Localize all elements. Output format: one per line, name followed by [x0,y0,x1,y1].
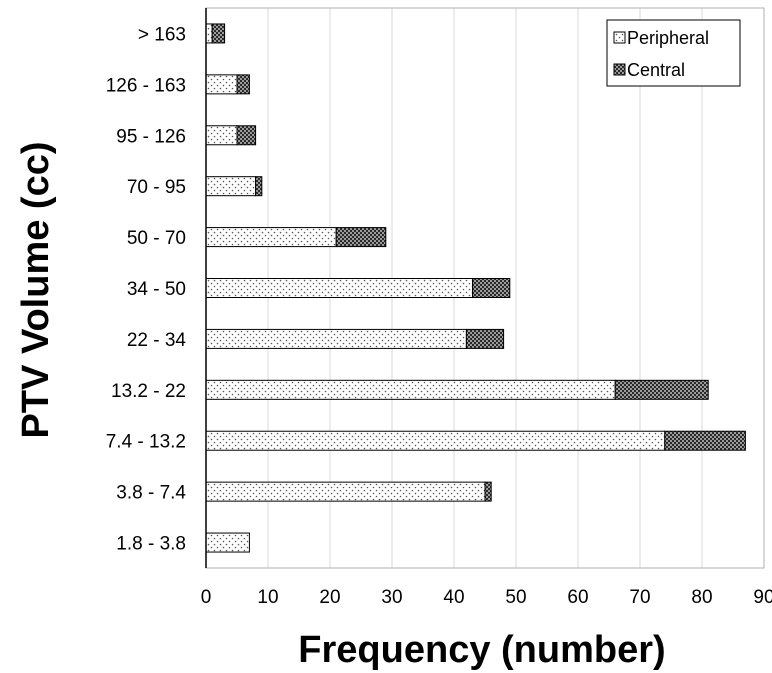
y-tick-label: 13.2 - 22 [111,381,186,402]
legend-label-central: Central [627,60,685,80]
x-tick-label: 10 [257,587,278,608]
x-tick-label: 30 [381,587,402,608]
y-axis-title: PTV Volume (cc) [15,141,57,438]
bar-peripheral [205,74,238,95]
y-tick-label: 70 - 95 [127,177,186,198]
y-tick-label: 95 - 126 [116,126,186,147]
bar-peripheral [205,176,257,197]
x-tick-labels: 0 10 20 30 40 50 60 70 80 90 [201,587,772,608]
y-tick-label: > 163 [138,24,186,45]
y-tick-label: 1.8 - 3.8 [116,534,186,555]
legend-swatch-peripheral [613,31,626,44]
bars [205,23,746,553]
legend-swatch-central [613,63,626,76]
bar-central [255,176,263,197]
x-tick-label: 60 [567,587,588,608]
bar-peripheral [205,328,467,349]
bar-central [236,125,257,146]
x-tick-label: 40 [443,587,464,608]
bar-central [664,430,746,451]
y-tick-label: 50 - 70 [127,228,186,249]
legend-label-peripheral: Peripheral [627,28,709,48]
x-tick-label: 50 [505,587,526,608]
bar-peripheral [205,379,616,400]
x-tick-label: 70 [629,587,650,608]
x-tick-label: 90 [753,587,772,608]
x-axis-title: Frequency (number) [298,629,665,671]
bar-peripheral [205,481,486,502]
y-tick-label: 34 - 50 [127,279,186,300]
bar-central [472,278,511,298]
bar-peripheral [205,532,250,553]
y-tick-label: 7.4 - 13.2 [106,432,186,453]
x-tick-label: 20 [319,587,340,608]
x-tick-label: 0 [201,587,212,608]
bar-central [236,74,250,95]
bar-central [614,379,709,400]
bar-central [211,23,226,44]
bar-peripheral [205,227,337,248]
bar-peripheral [205,430,666,451]
legend: Peripheral Central [606,19,741,87]
bar-central [465,328,505,349]
bar-central [335,227,387,248]
bar-peripheral [205,23,213,44]
bar-peripheral [205,125,238,146]
legend-box [606,19,741,87]
x-tick-label: 80 [691,587,712,608]
bar-peripheral [205,278,474,298]
y-tick-labels: 1.8 - 3.8 3.8 - 7.4 7.4 - 13.2 13.2 - 22 22 … [106,24,187,554]
y-tick-label: 126 - 163 [106,75,186,96]
y-tick-label: 22 - 34 [127,330,187,351]
bar-central [484,481,492,502]
y-tick-label: 3.8 - 7.4 [116,483,186,504]
